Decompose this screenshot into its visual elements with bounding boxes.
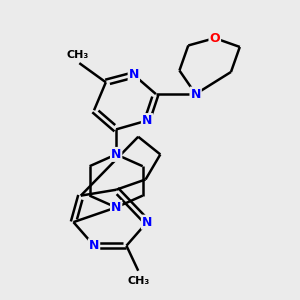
Text: N: N — [129, 68, 139, 81]
Text: N: N — [111, 201, 121, 214]
Text: CH₃: CH₃ — [67, 50, 89, 60]
Text: N: N — [142, 216, 152, 229]
Text: N: N — [111, 148, 121, 161]
Text: CH₃: CH₃ — [127, 276, 149, 286]
Text: N: N — [89, 239, 99, 252]
Text: N: N — [142, 114, 152, 127]
Text: N: N — [190, 88, 201, 100]
Text: O: O — [209, 32, 220, 45]
